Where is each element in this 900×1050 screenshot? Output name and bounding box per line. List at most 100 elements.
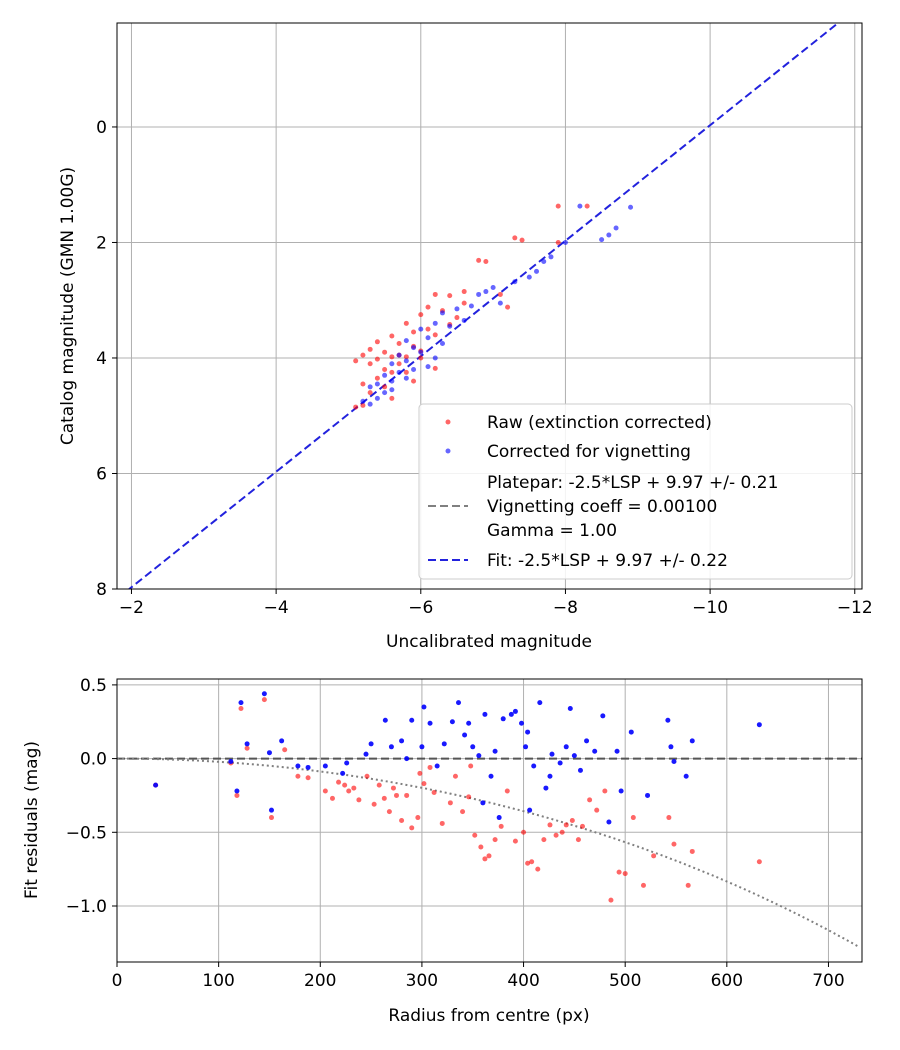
- top-point-raw: [403, 320, 409, 326]
- bottom-point-raw: [640, 882, 646, 888]
- top-point-raw: [432, 291, 438, 297]
- bottom-point-raw: [630, 815, 636, 821]
- bottom-point-raw: [535, 866, 541, 872]
- bottom-point-corrected: [421, 704, 427, 710]
- top-point-raw: [447, 293, 453, 299]
- top-point-raw: [519, 237, 525, 243]
- bottom-point-raw: [569, 818, 575, 823]
- bottom-point-corrected: [600, 713, 606, 719]
- top-point-raw: [382, 349, 388, 355]
- top-point-raw: [461, 300, 467, 306]
- bottom-point-raw: [671, 841, 677, 847]
- bottom-point-raw: [689, 848, 695, 854]
- top-point-raw: [512, 235, 518, 241]
- top-x-tick-label: −12: [837, 598, 873, 618]
- top-x-tick-label: −2: [119, 598, 144, 618]
- bottom-point-raw: [472, 832, 478, 838]
- top-point-raw: [411, 329, 417, 335]
- bottom-point-raw: [756, 859, 762, 865]
- top-point-raw: [389, 369, 395, 375]
- bottom-point-raw: [575, 837, 581, 843]
- bottom-point-corrected: [543, 785, 549, 791]
- top-point-raw: [432, 332, 438, 338]
- top-y-tick-label: 8: [96, 580, 107, 600]
- bottom-point-corrected: [322, 763, 328, 769]
- top-point-raw: [584, 203, 590, 209]
- top-point-corrected: [403, 338, 409, 344]
- bottom-point-corrected: [382, 717, 388, 723]
- bottom-point-corrected: [668, 744, 674, 750]
- top-point-raw: [382, 367, 388, 373]
- bottom-plot-area: [117, 679, 862, 962]
- top-x-axis-label: Uncalibrated magnitude: [386, 632, 592, 652]
- bottom-point-raw: [541, 837, 547, 843]
- top-y-tick-label: 6: [96, 464, 107, 484]
- legend: Raw (extinction corrected) Corrected for…: [418, 403, 853, 580]
- top-y-tick-label: 2: [96, 233, 107, 253]
- bottom-point-raw: [553, 832, 559, 838]
- top-point-corrected: [411, 367, 417, 373]
- top-point-raw: [497, 291, 503, 297]
- top-y-axis-label: Catalog magnitude (GMN 1.00G): [58, 167, 78, 445]
- top-point-corrected: [526, 274, 532, 280]
- bottom-point-corrected: [476, 753, 482, 759]
- top-point-raw: [367, 361, 373, 367]
- legend-label-fit: Fit: -2.5*LSP + 9.97 +/- 0.22: [487, 551, 728, 571]
- bottom-x-tick-label: 100: [202, 971, 234, 991]
- bottom-point-corrected: [228, 759, 234, 765]
- top-point-raw: [403, 369, 409, 375]
- bottom-point-corrected: [266, 750, 272, 756]
- top-point-corrected: [418, 349, 424, 355]
- legend-label-vignetting: Vignetting coeff = 0.00100: [487, 497, 717, 517]
- top-point-raw: [353, 404, 359, 410]
- legend-label-platepar: Platepar: -2.5*LSP + 9.97 +/- 0.21: [487, 473, 778, 493]
- bottom-point-raw: [587, 797, 593, 803]
- bottom-point-raw: [322, 788, 328, 794]
- bottom-point-corrected: [508, 711, 514, 717]
- top-point-corrected: [490, 285, 496, 291]
- bottom-vignetting-curve: [117, 757, 860, 948]
- bottom-point-raw: [563, 822, 569, 828]
- bottom-point-corrected: [547, 773, 553, 779]
- bottom-point-corrected: [614, 748, 620, 754]
- bottom-point-corrected: [584, 738, 590, 744]
- top-point-corrected: [396, 352, 402, 358]
- bottom-point-raw: [547, 822, 553, 828]
- bottom-point-corrected: [577, 767, 583, 773]
- top-point-corrected: [389, 387, 395, 393]
- legend-box: [418, 403, 853, 580]
- bottom-point-corrected: [466, 720, 472, 726]
- bottom-point-raw: [336, 779, 342, 785]
- bottom-point-corrected: [537, 700, 543, 706]
- top-point-corrected: [374, 381, 380, 387]
- bottom-point-corrected: [234, 788, 240, 794]
- top-point-raw: [403, 354, 409, 360]
- top-point-raw: [353, 358, 359, 364]
- bottom-point-raw: [356, 797, 362, 803]
- bottom-point-raw: [482, 856, 488, 862]
- top-point-corrected: [541, 259, 547, 265]
- bottom-point-raw: [394, 792, 400, 798]
- bottom-point-raw: [421, 781, 427, 787]
- bottom-point-raw: [529, 859, 535, 865]
- bottom-point-corrected: [238, 700, 244, 706]
- bottom-point-raw: [486, 853, 492, 859]
- bottom-point-corrected: [368, 741, 374, 747]
- top-point-raw: [476, 257, 482, 263]
- top-point-corrected: [483, 289, 489, 295]
- top-point-corrected: [562, 239, 568, 245]
- bottom-point-corrected: [244, 741, 250, 747]
- bottom-point-raw: [466, 794, 472, 800]
- top-x-tick-label: −6: [408, 598, 433, 618]
- top-point-raw: [360, 402, 366, 408]
- bottom-point-raw: [234, 792, 240, 798]
- bottom-point-corrected: [449, 719, 455, 725]
- top-x-ticks: −2 −4 −6 −8 −10 −12: [119, 589, 873, 618]
- top-point-raw: [425, 326, 431, 332]
- top-point-corrected: [360, 398, 366, 404]
- legend-label-raw: Raw (extinction corrected): [487, 413, 712, 433]
- bottom-point-corrected: [399, 738, 405, 744]
- bottom-point-raw: [512, 838, 518, 844]
- top-point-raw: [382, 384, 388, 390]
